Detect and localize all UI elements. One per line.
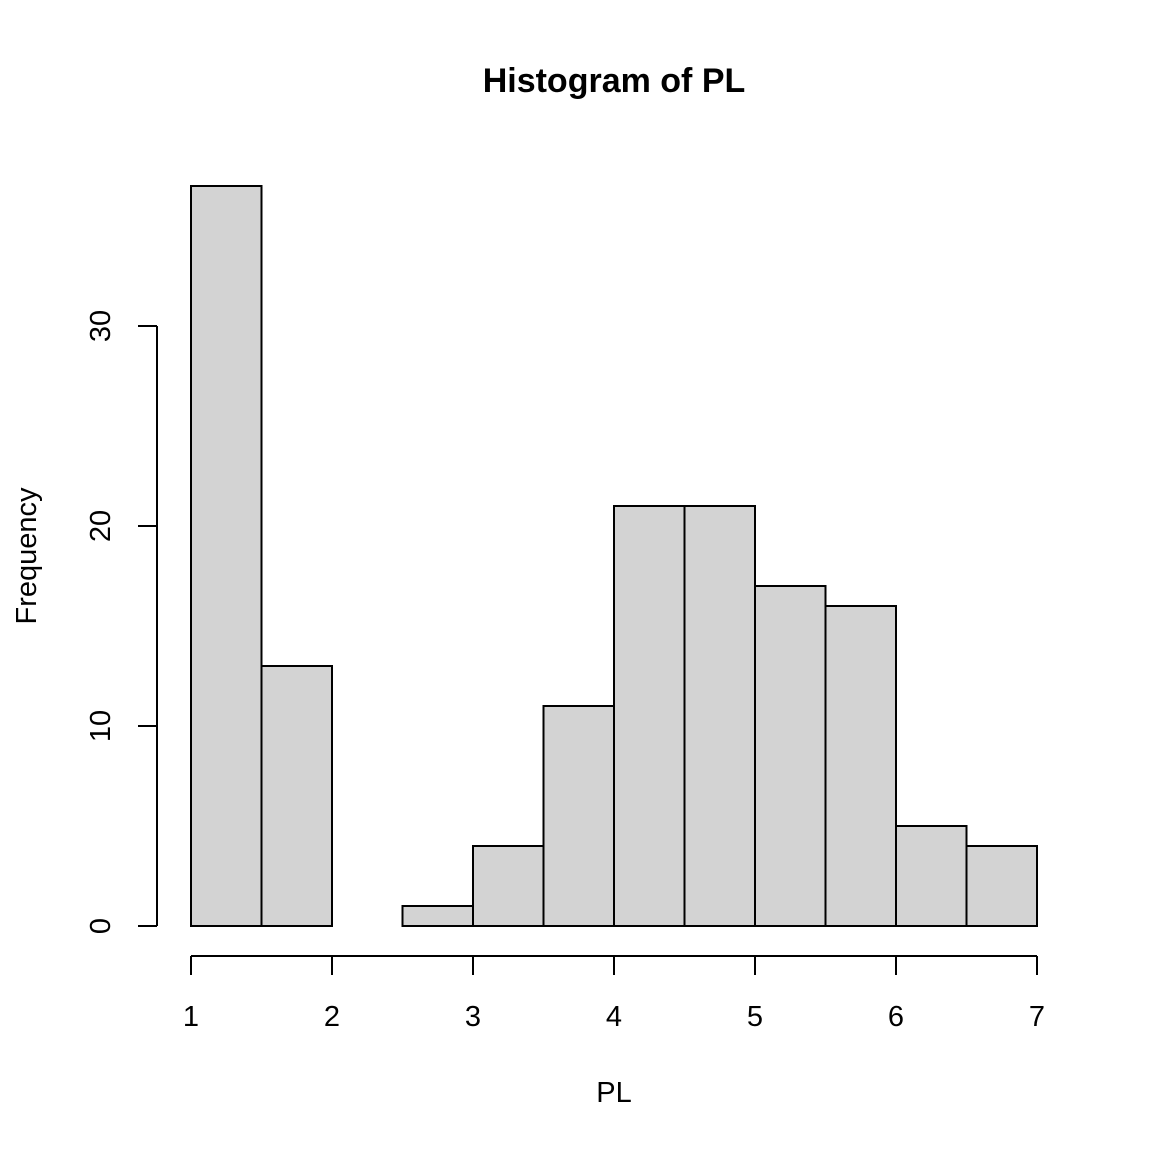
x-tick-label-1: 2	[324, 1001, 340, 1033]
y-axis-label: Frequency	[11, 487, 43, 625]
histogram-bar-11	[965, 845, 1038, 927]
y-tick-label-1: 10	[85, 710, 117, 742]
bars-group	[190, 185, 1038, 927]
x-tick-label-6: 7	[1029, 1001, 1045, 1033]
histogram-bar-4	[472, 845, 545, 927]
histogram-bar-7	[683, 505, 756, 927]
x-tick-label-0: 1	[183, 1001, 199, 1033]
histogram-bar-10	[895, 825, 968, 927]
chart-title: Histogram of PL	[483, 62, 746, 100]
x-tick-label-4: 5	[747, 1001, 763, 1033]
y-tick-label-2: 20	[85, 510, 117, 542]
x-tick-label-3: 4	[606, 1001, 622, 1033]
histogram-bar-3	[401, 905, 474, 927]
x-axis-label: PL	[596, 1077, 631, 1109]
histogram-bar-1	[260, 665, 333, 927]
x-tick-label-2: 3	[465, 1001, 481, 1033]
y-axis: 0 10 20 30	[85, 310, 158, 934]
x-tick-label-5: 6	[888, 1001, 904, 1033]
histogram-bar-0	[190, 185, 263, 927]
histogram-bar-5	[542, 705, 615, 927]
histogram-bar-8	[754, 585, 827, 927]
y-tick-label-0: 0	[85, 918, 117, 934]
histogram-bar-9	[824, 605, 897, 927]
histogram-bar-6	[613, 505, 686, 927]
x-axis: 1 2 3 4 5 6 7	[183, 955, 1045, 1033]
y-tick-label-3: 30	[85, 310, 117, 342]
